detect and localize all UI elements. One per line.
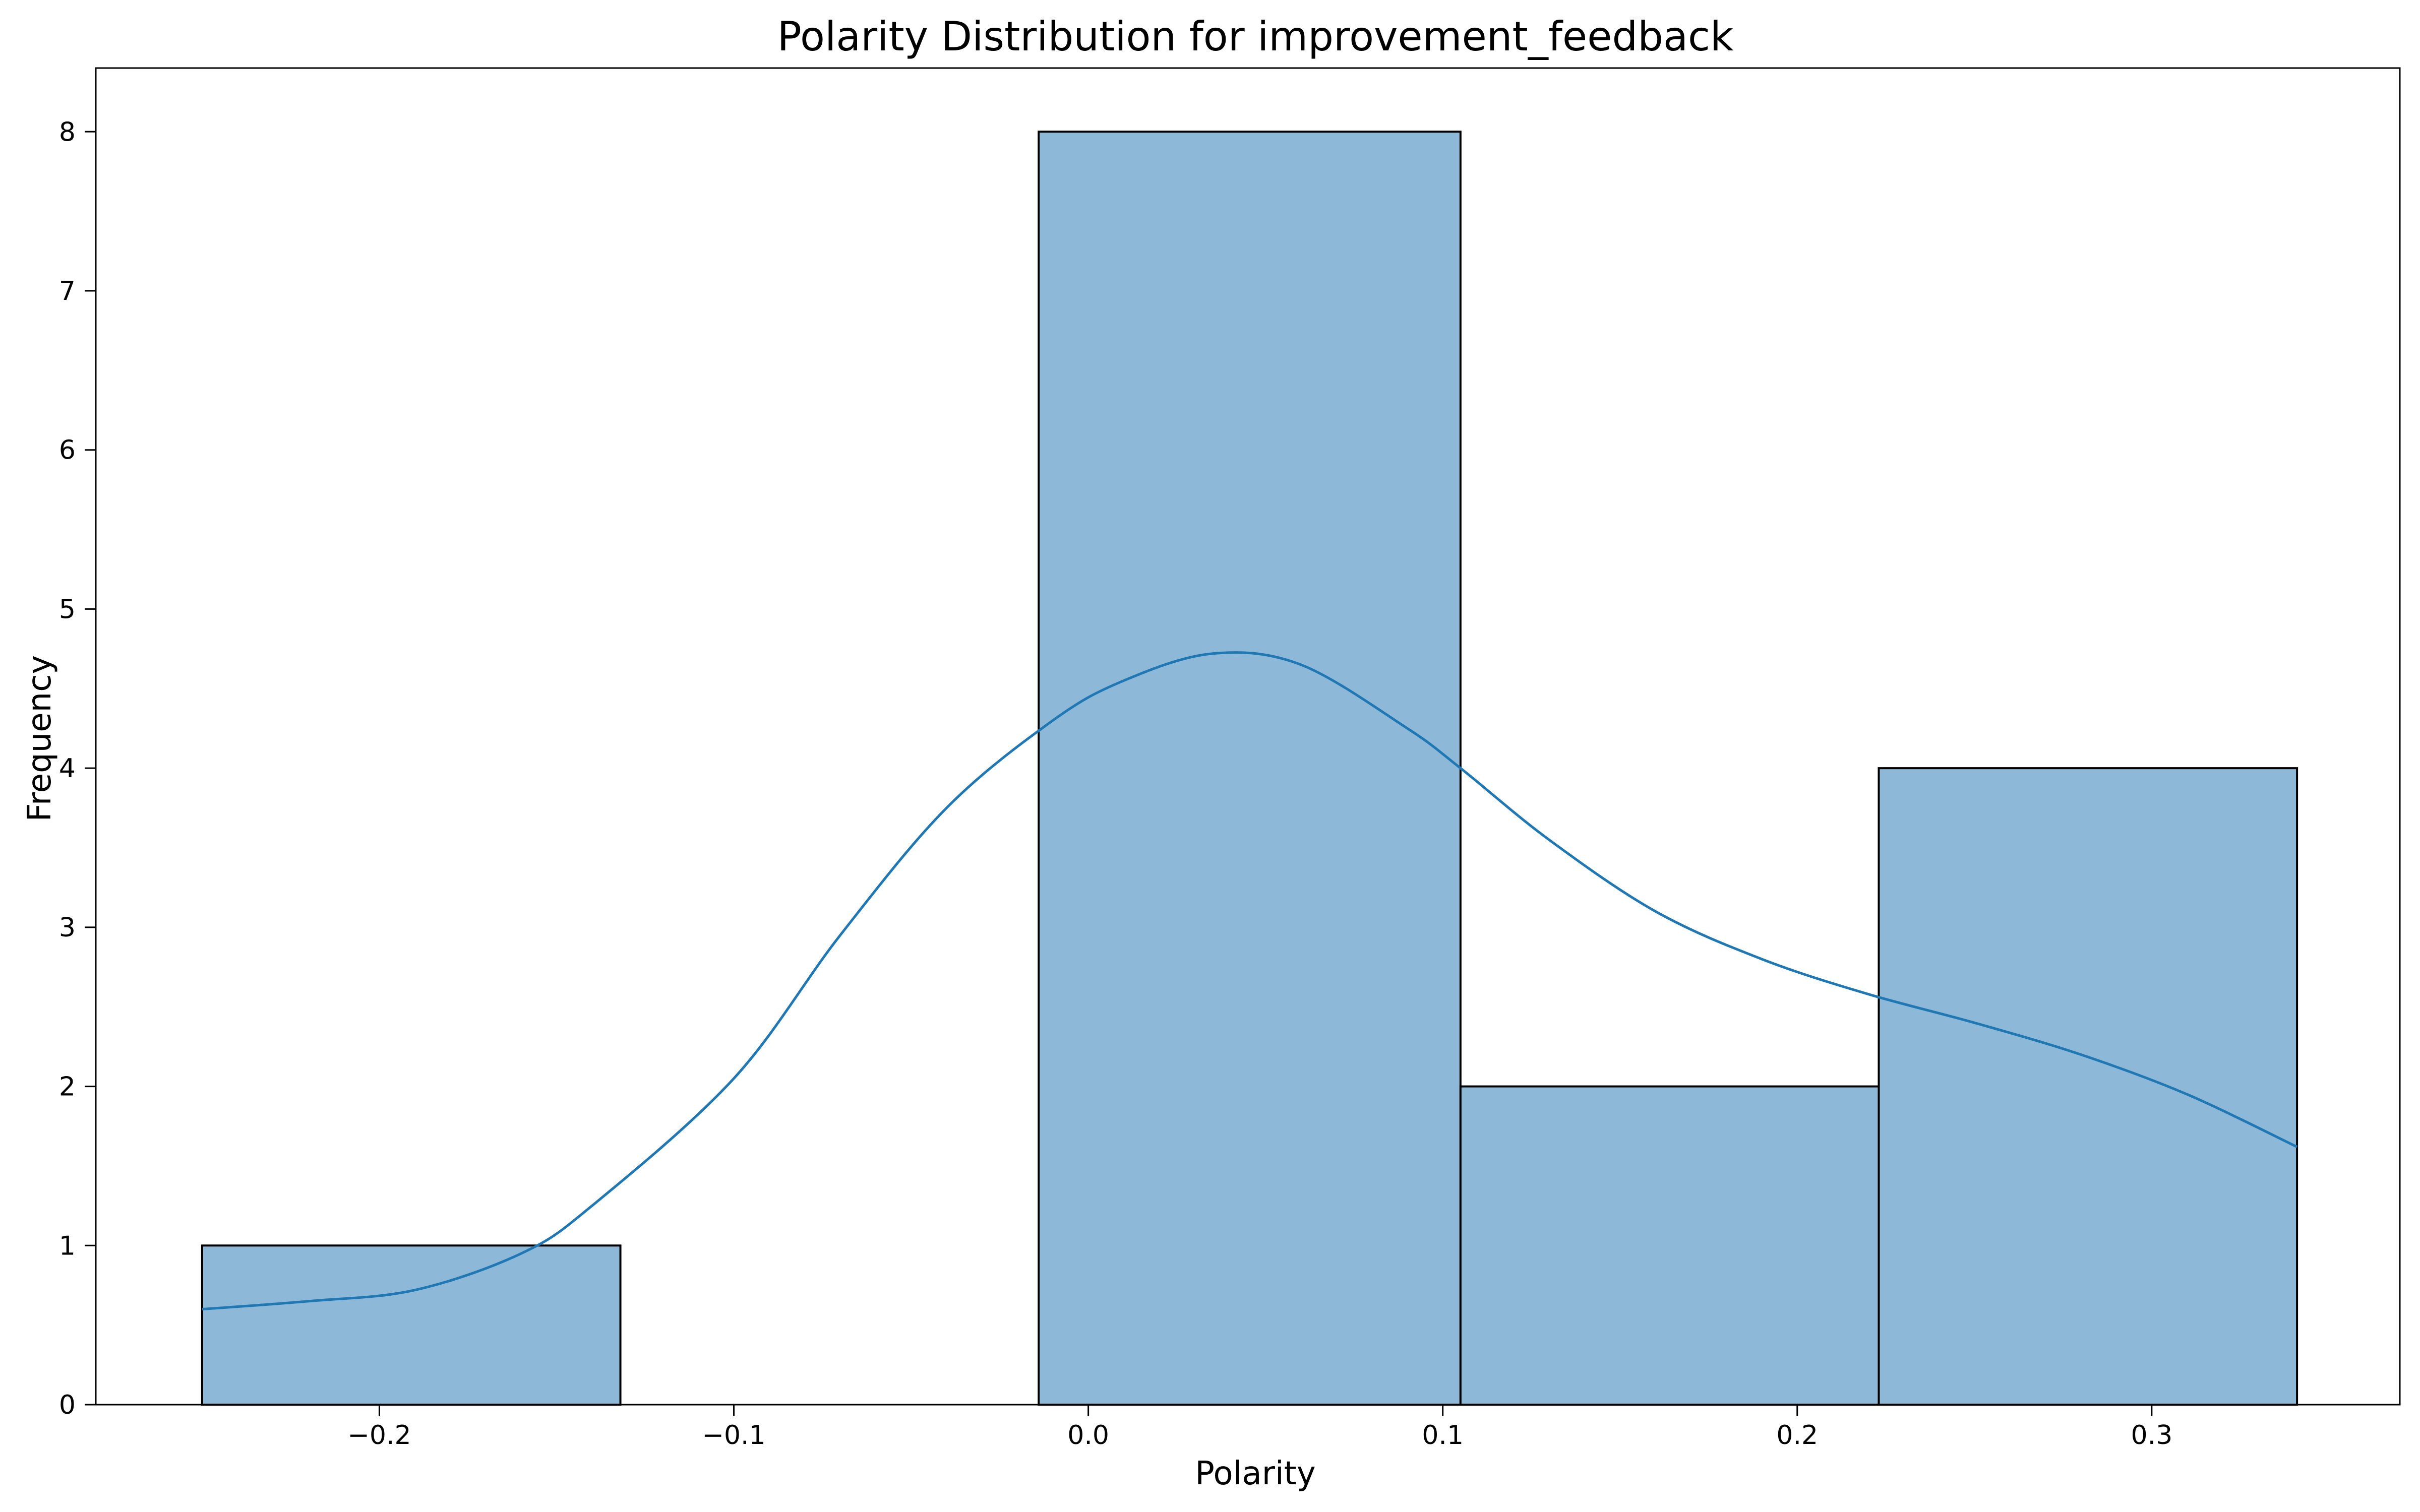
- x-axis-ticks: −0.2 −0.1 0.0 0.1 0.2 0.3: [347, 1405, 2172, 1451]
- y-tick-label-5: 5: [59, 594, 76, 624]
- y-tick-label-1: 1: [59, 1231, 76, 1261]
- kde-line: [202, 651, 2298, 1311]
- y-tick-label-7: 7: [59, 276, 76, 306]
- histogram-bar-0: [201, 1244, 622, 1406]
- y-tick-label-4: 4: [59, 753, 76, 784]
- bars-group: [201, 131, 2298, 1406]
- y-axis-label: Frequency: [21, 655, 58, 822]
- x-tick-label-0: −0.2: [347, 1420, 411, 1451]
- x-tick-label-5: 0.3: [2131, 1420, 2172, 1451]
- histogram-bar-2: [1038, 131, 1462, 1406]
- plot-frame: [95, 67, 2401, 1406]
- x-tick-label-3: 0.1: [1422, 1420, 1464, 1451]
- y-tick-label-0: 0: [59, 1390, 76, 1420]
- chart-title: Polarity Distribution for improvement_fe…: [777, 13, 1734, 60]
- x-tick-label-4: 0.2: [1776, 1420, 1818, 1451]
- x-tick-label-2: 0.0: [1067, 1420, 1109, 1451]
- y-tick-label-2: 2: [59, 1072, 76, 1102]
- histogram-bar-3: [1459, 1085, 1880, 1406]
- y-tick-label-3: 3: [59, 913, 76, 943]
- x-axis-label: Polarity: [1195, 1455, 1316, 1492]
- y-axis-ticks: 0 1 2 3 4 5 6 7 8: [59, 117, 96, 1420]
- y-tick-label-6: 6: [59, 435, 76, 466]
- y-tick-label-8: 8: [59, 117, 76, 147]
- histogram-bar-4: [1878, 767, 2298, 1406]
- x-tick-label-1: −0.1: [702, 1420, 765, 1451]
